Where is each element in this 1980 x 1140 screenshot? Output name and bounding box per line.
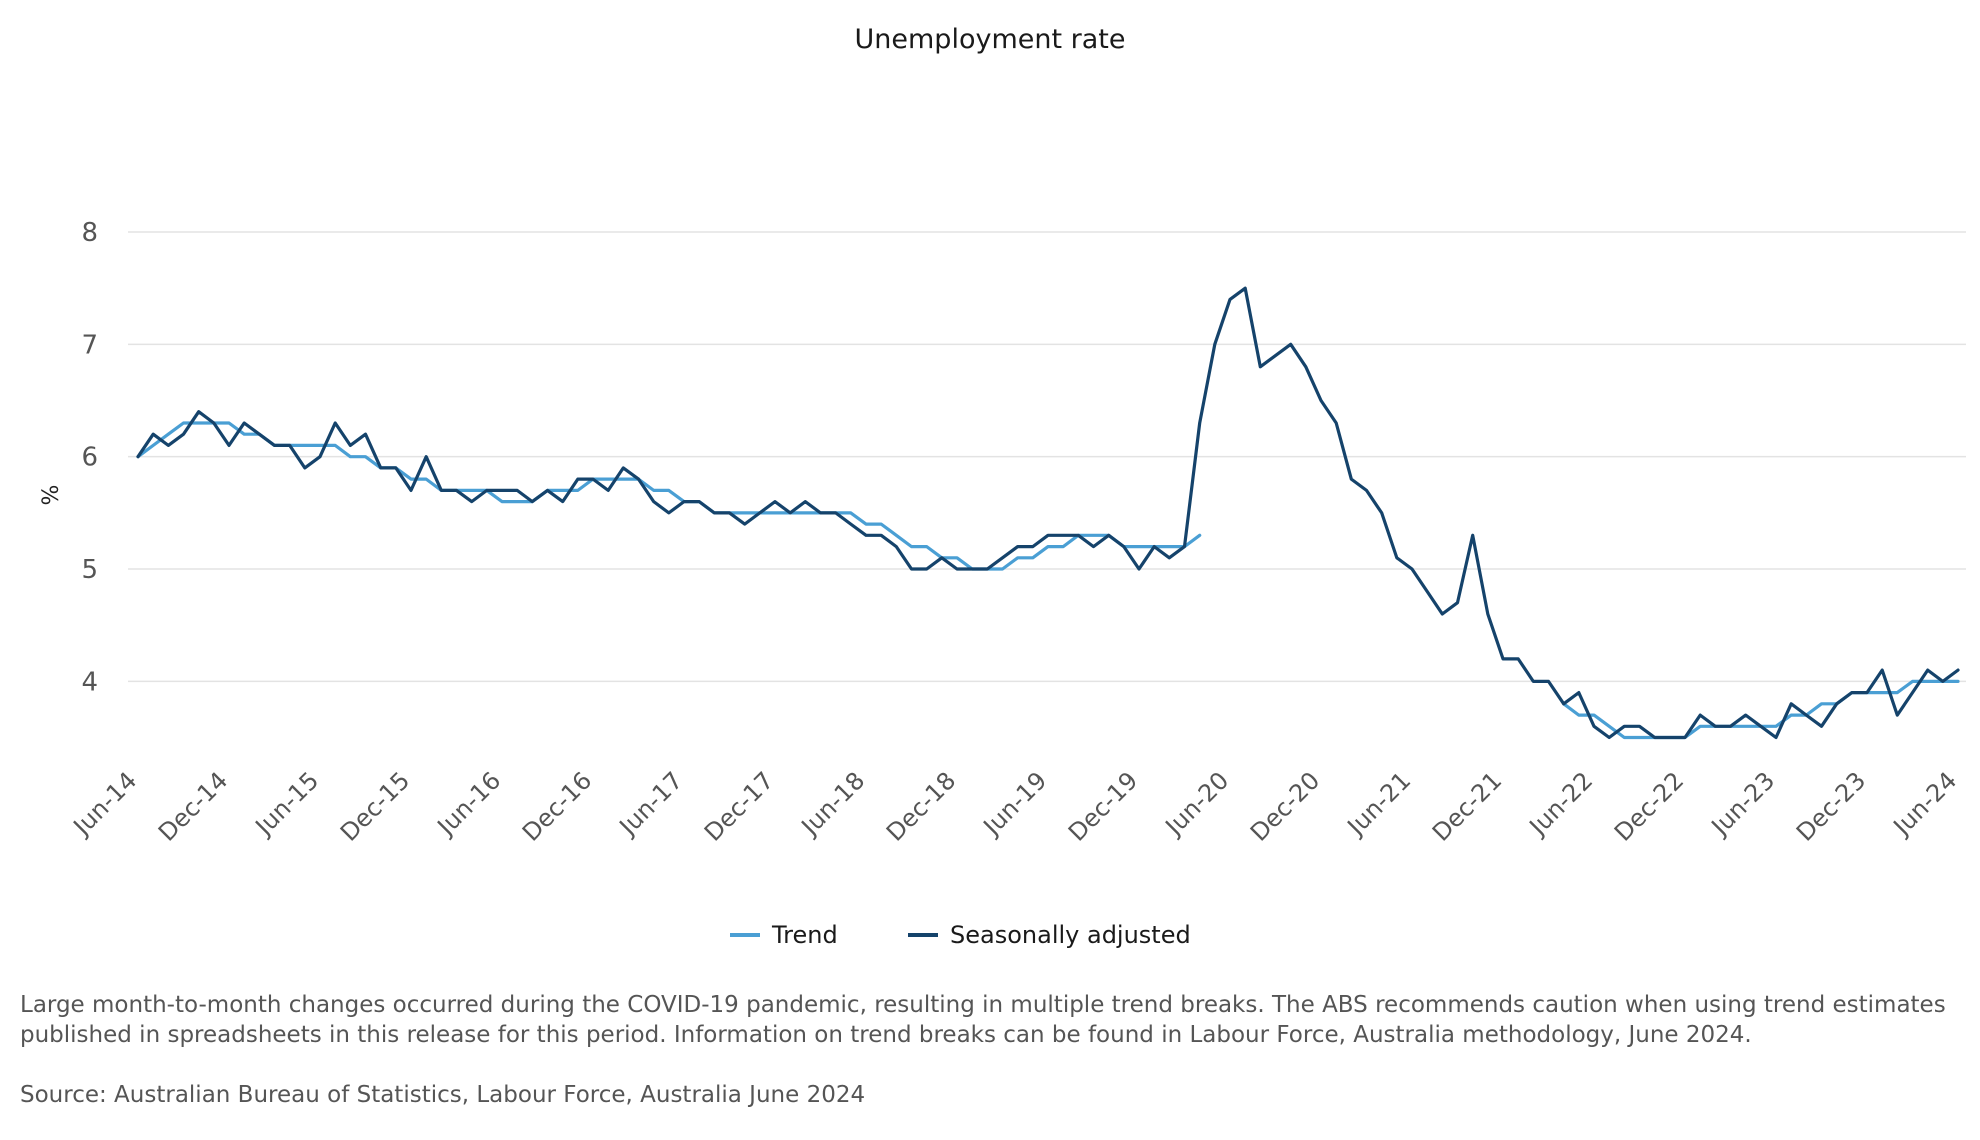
chart-notes: Large month-to-month changes occurred du…: [20, 990, 1960, 1110]
trend-line: [136, 421, 1202, 571]
series-lines: [136, 286, 1960, 740]
x-tick-label: Dec-17: [699, 766, 779, 846]
gridlines: [128, 231, 1966, 683]
x-tick-label: Dec-16: [517, 766, 597, 846]
x-tick-label: Dec-19: [1063, 766, 1143, 846]
x-tick-label: Jun-18: [795, 766, 870, 841]
trend-break-note: Large month-to-month changes occurred du…: [20, 992, 1946, 1048]
x-tick-label: Dec-14: [153, 766, 233, 846]
x-tick-label: Jun-22: [1523, 766, 1598, 841]
x-tick-label: Dec-21: [1427, 766, 1507, 846]
x-tick-label: Jun-16: [431, 766, 506, 841]
x-tick-label: Jun-19: [977, 766, 1052, 841]
x-tick-label: Dec-20: [1245, 766, 1325, 846]
y-tick-label: 7: [81, 330, 98, 360]
x-tick-label: Jun-23: [1705, 766, 1780, 841]
chart-title: Unemployment rate: [855, 24, 1126, 55]
seasonally-adjusted-line: [136, 286, 1960, 740]
y-axis-ticks: 4 5 6 7 8: [81, 218, 98, 697]
x-tick-label: Jun-15: [249, 766, 324, 841]
legend-sa-label: Seasonally adjusted: [950, 921, 1191, 949]
y-tick-label: 5: [81, 555, 98, 585]
source-note: Source: Australian Bureau of Statistics,…: [20, 1082, 866, 1108]
x-tick-label: Jun-21: [1341, 766, 1416, 841]
x-tick-label: Jun-24: [1887, 766, 1962, 841]
x-tick-label: Dec-18: [881, 766, 961, 846]
x-axis-ticks: Jun-14 Dec-14 Jun-15 Dec-15 Jun-16 Dec-16 Jun-…: [67, 766, 1962, 846]
x-tick-label: Dec-15: [335, 766, 415, 846]
legend: Trend Seasonally adjusted: [730, 921, 1191, 949]
y-tick-label: 6: [81, 443, 98, 473]
y-tick-label: 4: [81, 667, 98, 697]
legend-trend-label: Trend: [771, 921, 838, 949]
y-tick-label: 8: [81, 218, 98, 248]
x-tick-label: Jun-17: [613, 766, 688, 841]
x-tick-label: Jun-20: [1159, 766, 1234, 841]
x-tick-label: Dec-23: [1791, 766, 1871, 846]
x-tick-label: Jun-14: [67, 766, 142, 841]
x-tick-label: Dec-22: [1609, 766, 1689, 846]
y-axis-label: %: [39, 485, 64, 506]
